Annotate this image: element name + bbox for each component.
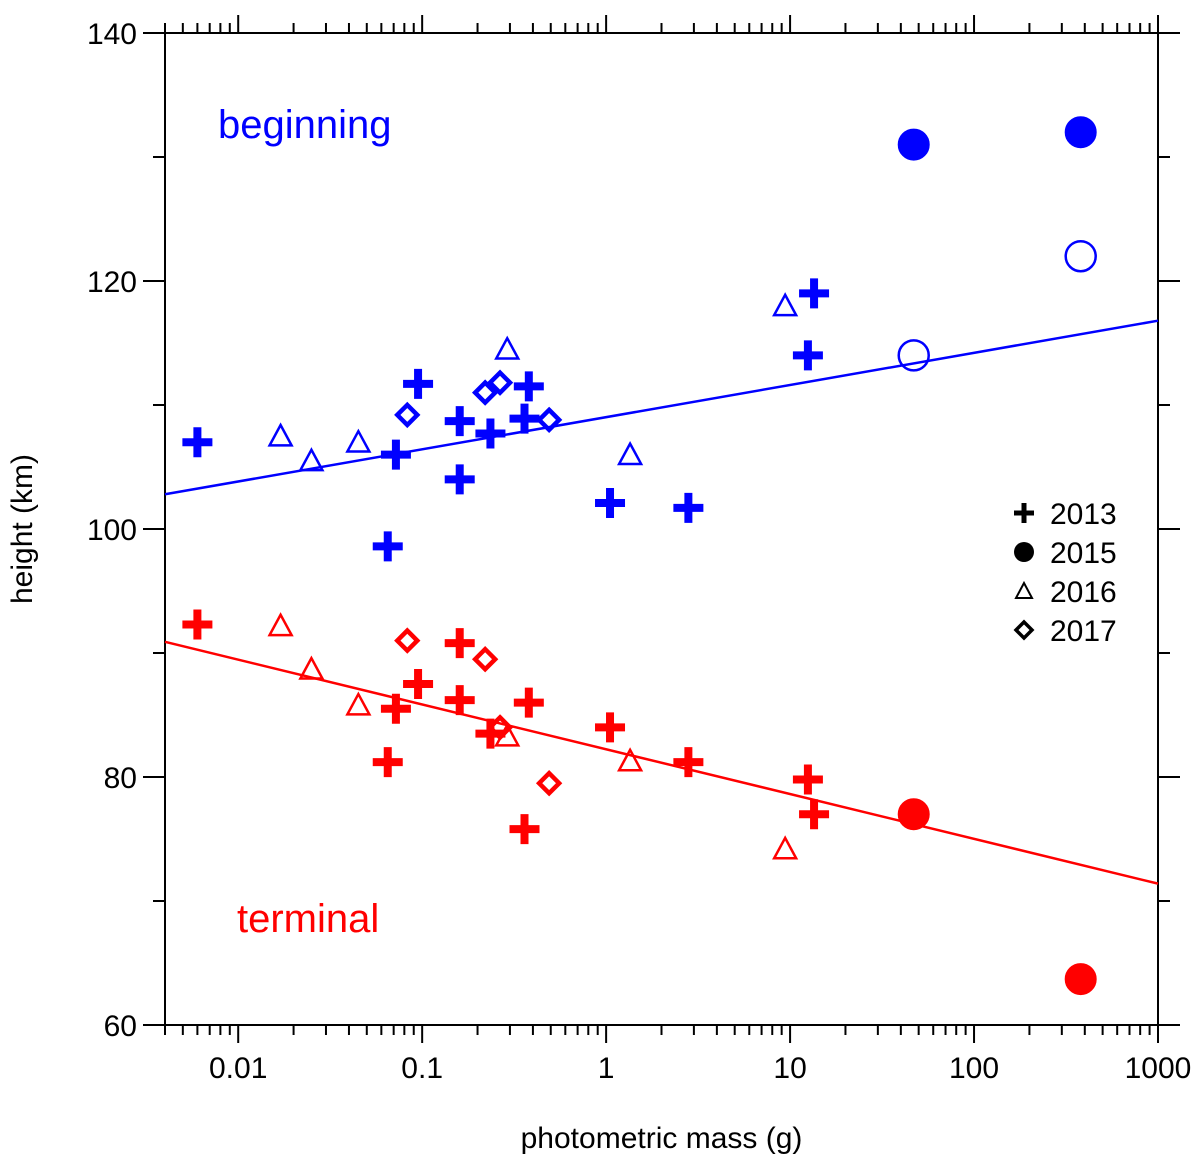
tick-labels: 0.01 0.1 1 10 100 1000 60 80 100 120 140 bbox=[87, 18, 1191, 1085]
data-point bbox=[182, 427, 213, 458]
data-point bbox=[403, 368, 434, 399]
data-point bbox=[535, 406, 563, 434]
y-axis-label: height (km) bbox=[6, 454, 39, 604]
series-2015-beginning bbox=[897, 116, 1097, 161]
legend-markers bbox=[1013, 503, 1035, 641]
legend: 2013 2015 2016 2017 bbox=[1013, 498, 1117, 648]
data-point bbox=[595, 712, 626, 743]
terminal-label: terminal bbox=[237, 897, 379, 941]
data-point bbox=[595, 487, 626, 518]
data-point bbox=[444, 685, 475, 716]
data-point bbox=[471, 379, 499, 406]
data-point bbox=[673, 747, 704, 778]
data-point bbox=[267, 422, 294, 447]
y-tick-label: 100 bbox=[87, 514, 137, 547]
series-2016-beginning bbox=[267, 292, 799, 472]
beginning-label: beginning bbox=[218, 103, 392, 147]
data-point bbox=[617, 747, 644, 772]
data-point bbox=[673, 492, 704, 523]
data-point bbox=[772, 835, 799, 860]
legend-marker-circle bbox=[1014, 542, 1034, 562]
data-point bbox=[444, 628, 475, 659]
data-point bbox=[535, 770, 563, 797]
data-point bbox=[897, 339, 930, 372]
data-point bbox=[509, 814, 540, 845]
data-point bbox=[380, 439, 411, 470]
data-point bbox=[513, 687, 544, 718]
legend-label-2013: 2013 bbox=[1050, 498, 1117, 531]
x-axis-label: photometric mass (g) bbox=[521, 1122, 803, 1155]
x-tick-label: 1 bbox=[598, 1052, 615, 1085]
y-tick-label: 140 bbox=[87, 18, 137, 51]
data-point bbox=[897, 128, 930, 161]
y-tick-label: 120 bbox=[87, 266, 137, 299]
fit-lines bbox=[164, 319, 1159, 885]
data-point bbox=[182, 609, 213, 640]
data-point bbox=[494, 335, 521, 360]
data-point bbox=[403, 669, 434, 699]
x-tick-label: 100 bbox=[949, 1052, 999, 1085]
beginning-fit bbox=[164, 319, 1159, 496]
data-point bbox=[298, 447, 325, 472]
data-point bbox=[444, 406, 475, 437]
data-point bbox=[345, 691, 372, 716]
axis-ticks bbox=[143, 15, 1180, 1043]
data-point bbox=[345, 428, 372, 453]
data-points bbox=[182, 116, 1097, 996]
data-point bbox=[897, 798, 930, 831]
data-point bbox=[617, 440, 644, 466]
data-point bbox=[513, 371, 544, 402]
x-tick-label: 1000 bbox=[1125, 1052, 1192, 1085]
data-point bbox=[372, 747, 403, 778]
data-point bbox=[509, 403, 540, 434]
data-point bbox=[475, 718, 506, 749]
y-tick-label: 80 bbox=[104, 762, 137, 795]
y-tick-label: 60 bbox=[104, 1010, 137, 1043]
legend-label-2015: 2015 bbox=[1050, 537, 1117, 570]
data-point bbox=[486, 369, 514, 396]
data-point bbox=[372, 531, 403, 562]
data-point bbox=[394, 627, 421, 654]
data-point bbox=[792, 764, 823, 795]
legend-label-2017: 2017 bbox=[1050, 615, 1117, 648]
data-point bbox=[1064, 116, 1097, 149]
data-point bbox=[1064, 239, 1097, 273]
data-point bbox=[799, 278, 830, 309]
legend-marker-plus bbox=[1014, 503, 1034, 523]
terminal-fit bbox=[164, 640, 1159, 885]
data-point bbox=[1064, 963, 1097, 996]
data-point bbox=[394, 401, 421, 429]
data-point bbox=[792, 340, 823, 371]
series-2015-terminal bbox=[897, 798, 1097, 996]
series-2016-terminal bbox=[267, 612, 799, 860]
data-point bbox=[267, 612, 294, 637]
data-point bbox=[444, 464, 475, 495]
data-point bbox=[475, 418, 506, 449]
series-2015-beginning-open- bbox=[897, 239, 1097, 372]
series-2017-beginning bbox=[394, 369, 563, 434]
data-point bbox=[486, 714, 514, 741]
data-point bbox=[799, 799, 830, 830]
legend-label-2016: 2016 bbox=[1050, 576, 1117, 609]
plot-frame bbox=[164, 32, 1159, 1026]
series-2013-beginning bbox=[182, 278, 830, 562]
data-point bbox=[471, 646, 499, 673]
data-point bbox=[772, 292, 799, 317]
x-tick-label: 10 bbox=[773, 1052, 806, 1085]
x-tick-label: 0.01 bbox=[209, 1052, 267, 1085]
series-2017-terminal bbox=[394, 627, 563, 797]
series-2013-terminal bbox=[182, 609, 830, 845]
legend-marker-triangle bbox=[1014, 580, 1034, 599]
x-tick-label: 0.1 bbox=[401, 1052, 443, 1085]
legend-marker-diamond bbox=[1013, 619, 1035, 641]
data-point bbox=[298, 655, 325, 680]
data-point bbox=[380, 693, 411, 724]
